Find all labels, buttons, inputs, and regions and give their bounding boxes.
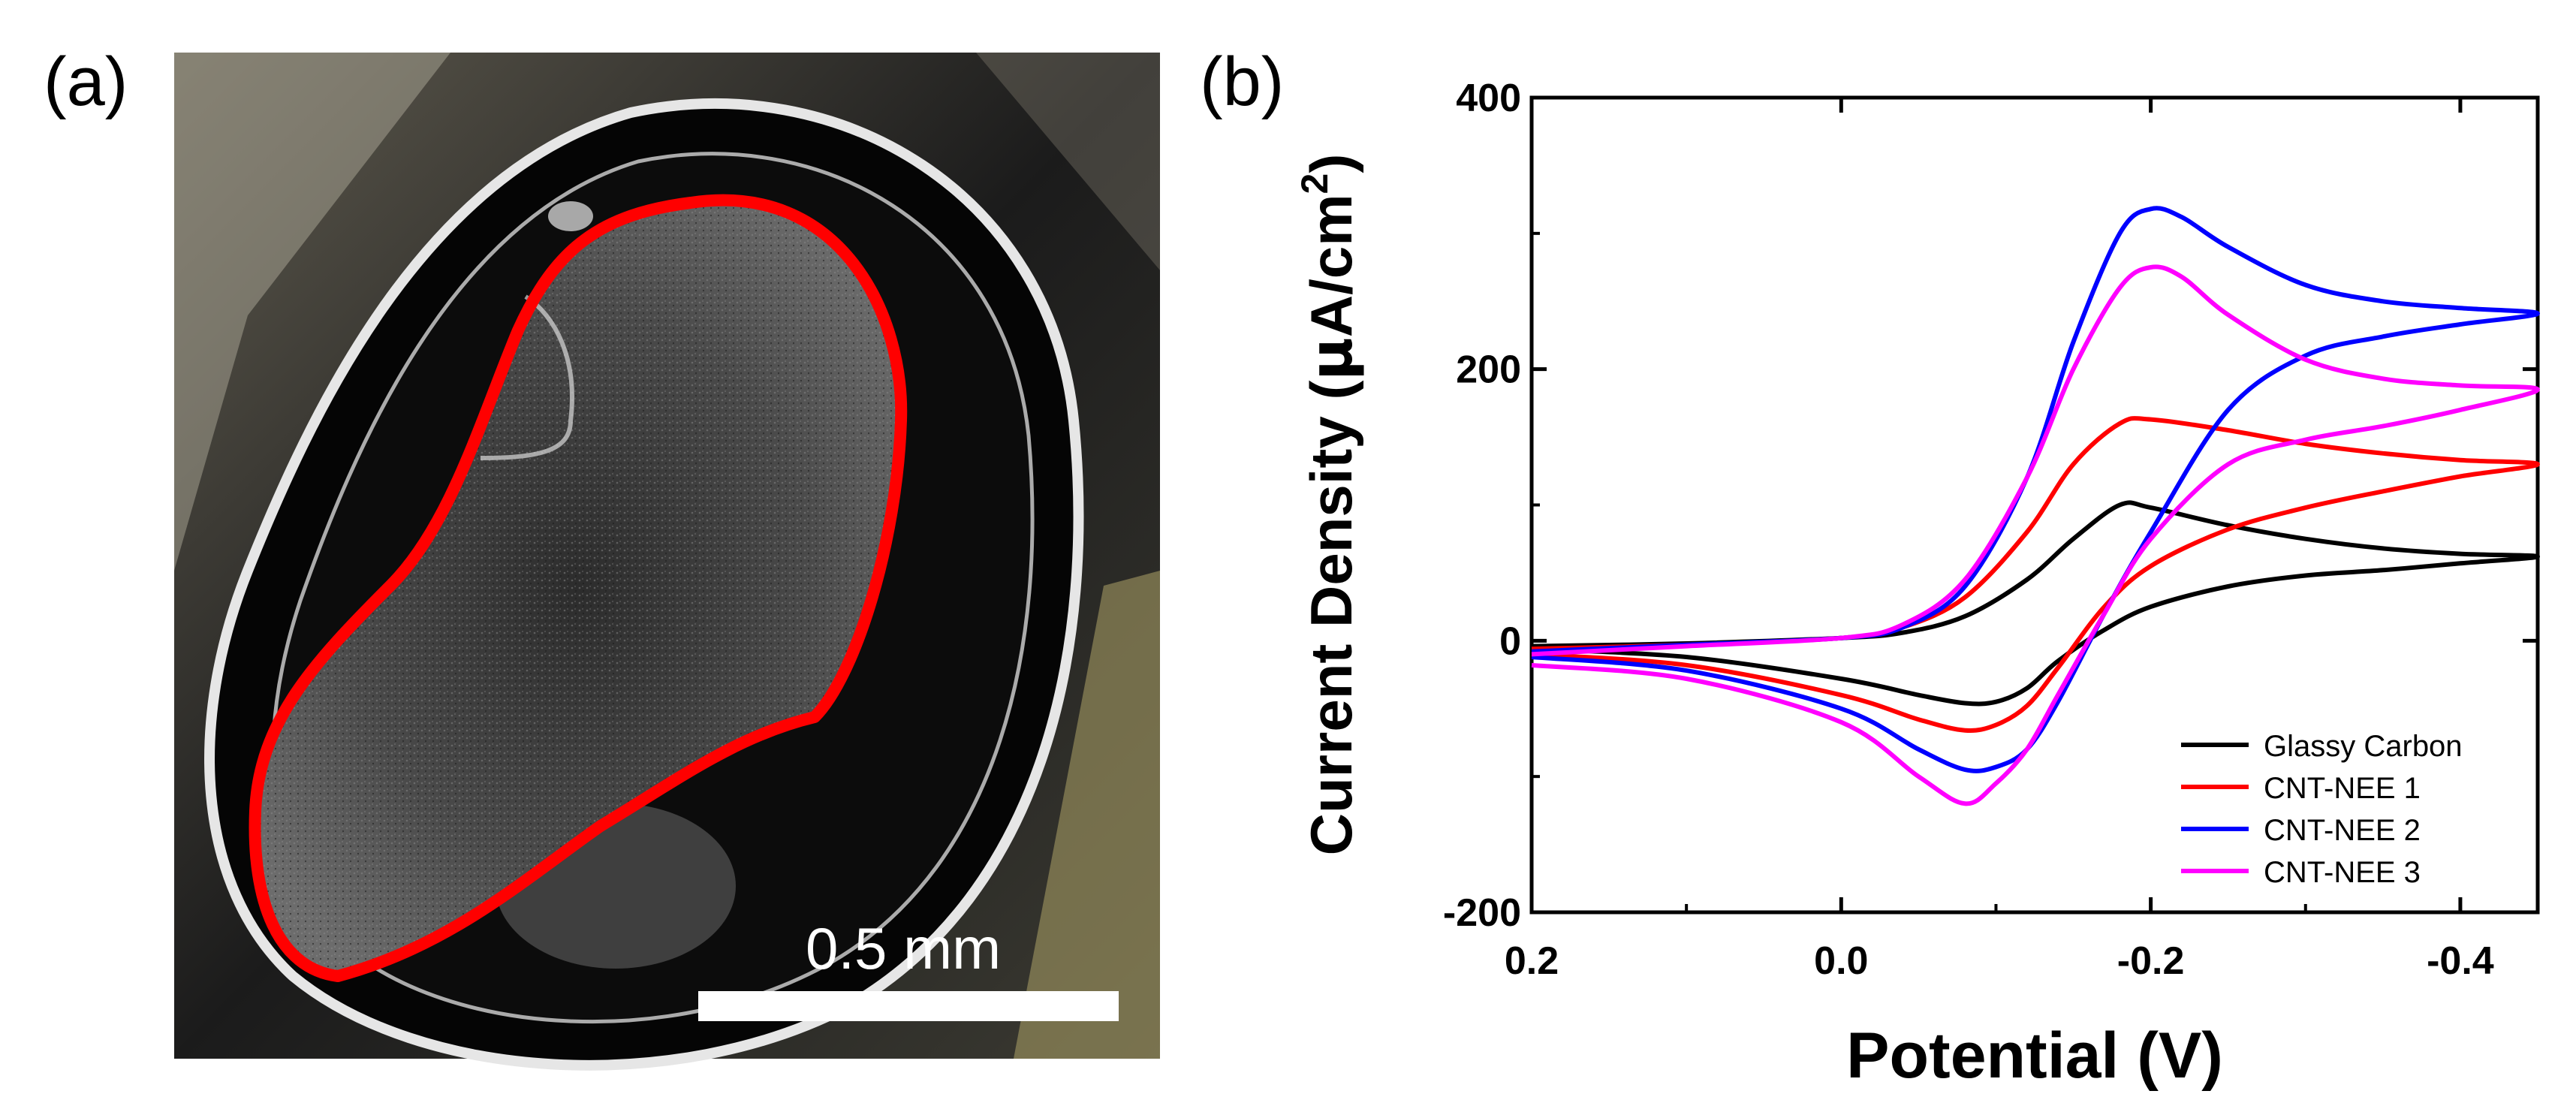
y-axis-label: Current Density (μA/cm2) — [1294, 154, 1366, 856]
electrode-outline — [249, 194, 908, 982]
legend-label: CNT-NEE 1 — [2264, 772, 2421, 805]
plot-area — [1529, 95, 2540, 915]
panel-b-label: (b) — [1200, 44, 1284, 120]
y-axis-label-suffix: ) — [1298, 154, 1364, 173]
x-tick-label: -0.2 — [2117, 939, 2185, 983]
y-axis-label-unit: A/cm — [1298, 194, 1364, 337]
y-tick-label: 200 — [1456, 348, 1521, 392]
y-tick-label: 400 — [1456, 77, 1521, 120]
y-tick-labels: -200 0 200 400 — [1443, 77, 1521, 935]
series-line-1 — [1531, 500, 2540, 707]
legend-label: CNT-NEE 3 — [2264, 856, 2421, 889]
series-line-3 — [1531, 206, 2540, 773]
y-axis-label-prefix: Current Density ( — [1298, 381, 1364, 856]
scale-bar — [698, 991, 1119, 1021]
y-tick-label: -200 — [1443, 891, 1521, 935]
y-axis-label-mu: μ — [1298, 337, 1366, 380]
series-line-4 — [1531, 264, 2540, 806]
series-lines — [1531, 206, 2540, 806]
x-tick-label: 0.2 — [1505, 939, 1559, 983]
panel-a-label: (a) — [44, 44, 128, 120]
legend: Glassy Carbon CNT-NEE 1 CNT-NEE 2 CNT-NEE 3 — [2181, 730, 2463, 889]
y-axis-label-superscript: 2 — [1294, 173, 1336, 194]
x-tick-labels: 0.2 0.0 -0.2 -0.4 — [1505, 939, 2494, 983]
cv-chart: 0.2 0.0 -0.2 -0.4 -200 0 200 400 Potential (V)… — [1294, 77, 2540, 1092]
axis-ticks — [1529, 95, 2538, 915]
micrograph — [174, 53, 1160, 1071]
legend-label: CNT-NEE 2 — [2264, 814, 2421, 847]
y-tick-label: 0 — [1499, 619, 1521, 663]
series-line-2 — [1531, 416, 2540, 733]
legend-label: Glassy Carbon — [2264, 730, 2463, 763]
scale-bar-label: 0.5 mm — [806, 915, 1001, 981]
x-axis-label: Potential (V) — [1846, 1020, 2223, 1092]
x-tick-label: -0.4 — [2427, 939, 2494, 983]
x-tick-label: 0.0 — [1814, 939, 1868, 983]
